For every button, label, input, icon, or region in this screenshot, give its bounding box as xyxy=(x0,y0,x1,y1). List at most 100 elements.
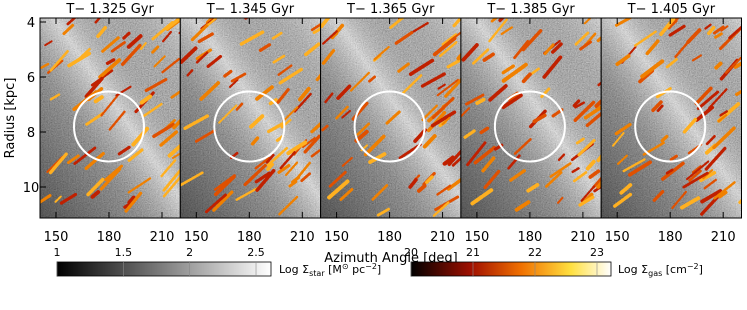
gas-streak xyxy=(44,40,53,47)
gas-streak xyxy=(280,118,292,129)
gas-streak xyxy=(421,104,439,122)
panel-image xyxy=(40,18,181,218)
gas-streak xyxy=(66,18,77,26)
gas-streak xyxy=(170,89,181,99)
gas-streak xyxy=(461,43,479,62)
gas-streak xyxy=(661,161,685,181)
gas-streak xyxy=(705,135,716,146)
gas-streak xyxy=(615,54,631,67)
label-part: ] xyxy=(699,263,703,276)
y-tick-label: 10 xyxy=(23,181,40,196)
gas-streak xyxy=(431,96,455,119)
gas-streak xyxy=(108,110,126,131)
gas-streak xyxy=(472,48,490,65)
gas-streak xyxy=(614,18,633,27)
gas-streak xyxy=(466,141,487,167)
region-circle xyxy=(73,90,145,163)
colorbar-tick-label: 20 xyxy=(404,246,418,259)
gas-streak xyxy=(62,23,75,36)
gas-streak xyxy=(443,158,452,166)
gas-streak xyxy=(691,165,702,174)
panel-image xyxy=(601,18,742,218)
gas-streak xyxy=(596,153,602,163)
gas-streak xyxy=(432,201,450,217)
label-part: ] xyxy=(377,263,381,276)
gas-streak xyxy=(255,168,276,192)
stellar-band xyxy=(601,18,742,218)
gas-streak xyxy=(460,107,471,118)
gas-streak xyxy=(235,187,259,201)
gas-streak xyxy=(85,111,105,126)
panel-title: T− 1.325 Gyr xyxy=(65,2,154,17)
gas-streak xyxy=(278,195,299,216)
gas-streak xyxy=(59,192,78,205)
gas-streak xyxy=(180,46,198,64)
x-tick-label: 150 xyxy=(44,230,69,245)
gas-streak xyxy=(277,163,291,174)
gas-streak xyxy=(266,146,289,167)
gas-streak xyxy=(120,43,142,66)
panel-image xyxy=(460,18,602,218)
gas-streak xyxy=(373,45,390,61)
gas-streak xyxy=(98,57,122,79)
gas-streak xyxy=(513,137,533,155)
gas-streak xyxy=(162,175,181,198)
gas-streak xyxy=(575,137,586,145)
panel-title: T− 1.405 Gyr xyxy=(627,2,716,17)
gas-streak xyxy=(303,134,321,154)
gas-streak xyxy=(622,158,646,173)
label-part: pc xyxy=(349,263,366,276)
panel-title: T− 1.385 Gyr xyxy=(486,2,575,17)
colorbar-label: Log Σstar [M⊙ pc−2] xyxy=(279,262,381,278)
gas-streak xyxy=(180,171,204,187)
gas-streak xyxy=(720,24,730,32)
gas-streak xyxy=(96,25,107,39)
stellar-band xyxy=(40,18,181,218)
region-circle xyxy=(493,90,566,163)
gas-streak xyxy=(686,160,710,181)
gas-streak xyxy=(656,104,664,113)
gas-streak xyxy=(228,78,239,88)
gas-streak xyxy=(420,72,446,88)
gas-streak xyxy=(592,176,602,189)
panel: T− 1.405 Gyr 150 180 210 xyxy=(600,2,743,245)
gas-streak xyxy=(204,193,227,214)
gas-streak xyxy=(49,49,70,72)
gas-streak xyxy=(501,93,524,110)
gas-streak xyxy=(417,183,428,193)
y-tick-label: 8 xyxy=(27,126,35,141)
gas-streak xyxy=(526,182,540,193)
gas-streak xyxy=(94,18,102,24)
label-part: [cm xyxy=(662,263,687,276)
x-tick-label: 150 xyxy=(605,230,630,245)
gas-streak xyxy=(501,62,528,83)
panel: T− 1.365 Gyr 150 180 210 xyxy=(320,2,462,245)
gas-streak xyxy=(206,54,223,68)
gas-streak xyxy=(288,180,298,188)
colorbar-tick-label: 1 xyxy=(54,246,61,259)
gas-streak xyxy=(572,99,581,108)
gas-streak xyxy=(549,162,572,178)
label-part: ⊙ xyxy=(342,262,349,271)
gas-streak xyxy=(571,167,580,174)
y-tick-label: 6 xyxy=(27,71,35,86)
gas-streak xyxy=(680,196,701,210)
gas-streak xyxy=(40,193,52,204)
gas-streak xyxy=(258,43,272,52)
gas-streak xyxy=(425,175,434,184)
colorbar-tick-label: 1.5 xyxy=(115,246,133,259)
gas-streak xyxy=(682,117,698,134)
gas-streak xyxy=(614,122,633,136)
gas-streak xyxy=(594,98,602,109)
gas-streak xyxy=(151,20,175,41)
gas-streak xyxy=(408,57,436,76)
gas-streak xyxy=(665,57,679,69)
gas-streak xyxy=(385,109,402,125)
x-tick-label: 210 xyxy=(150,230,175,245)
label-part: −2 xyxy=(687,262,699,271)
panel-image xyxy=(320,18,461,218)
gas-streak xyxy=(99,167,122,191)
gas-streak xyxy=(398,143,422,160)
gas-streak xyxy=(573,100,596,122)
gas-streak xyxy=(712,126,736,150)
